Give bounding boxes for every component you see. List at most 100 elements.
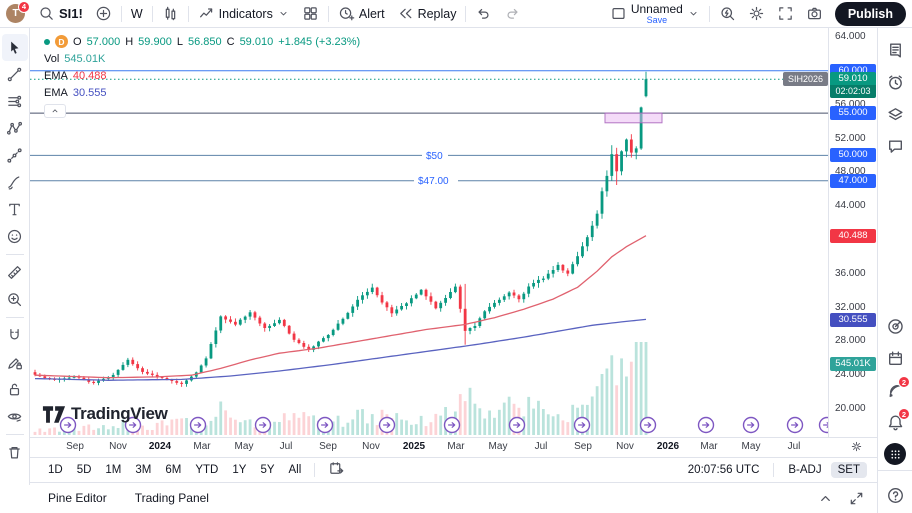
fullscreen-button[interactable] <box>771 2 800 26</box>
tool-text-tool[interactable] <box>2 196 28 223</box>
sidebar-apps-grid[interactable] <box>881 438 909 470</box>
candlestick-chart[interactable]: $50 $47.00 <box>30 28 828 437</box>
range-6m[interactable]: 6M <box>159 462 187 478</box>
sidebar-hotlist-target[interactable] <box>881 310 909 342</box>
price-tick: 48.000 <box>835 166 866 178</box>
range-bar-divider <box>314 463 316 477</box>
close-label: C <box>226 35 235 48</box>
layout-name-text: Unnamed <box>630 1 683 16</box>
tab-pine-editor[interactable]: Pine Editor <box>48 491 107 505</box>
emoji-icon <box>7 229 22 244</box>
notification-count-badge: 4 <box>18 0 30 13</box>
draw-lock-icon <box>8 358 22 370</box>
range-ytd[interactable]: YTD <box>189 462 224 478</box>
open-value: 57.000 <box>86 35 121 48</box>
undo-button[interactable] <box>469 2 498 26</box>
sidebar-calendar[interactable] <box>881 342 909 374</box>
maximize-icon[interactable] <box>848 490 865 507</box>
tool-ruler[interactable] <box>2 259 28 286</box>
tool-zoom-in[interactable] <box>2 286 28 313</box>
redo-button[interactable] <box>498 2 527 26</box>
snapshot-button[interactable] <box>800 2 829 26</box>
chevron-up-icon[interactable] <box>817 490 834 507</box>
range-all[interactable]: All <box>283 462 308 478</box>
bottom-panel-bar: Pine Editor Trading Panel <box>30 482 877 513</box>
session-button[interactable]: SET <box>830 462 867 478</box>
range-1m[interactable]: 1M <box>99 462 127 478</box>
settings-button[interactable] <box>742 2 771 26</box>
save-link[interactable]: Save <box>646 14 668 25</box>
price-level-label: 30.555 <box>830 312 876 327</box>
toolbar-divider <box>120 5 122 22</box>
time-tick: Nov <box>362 441 380 452</box>
clock-utc-button[interactable]: 20:07:56 UTC <box>681 462 767 478</box>
hotlist-target-icon <box>887 318 903 334</box>
sidebar-notifications-bell[interactable]: 2 <box>881 406 910 438</box>
range-3m[interactable]: 3M <box>129 462 157 478</box>
chart-canvas[interactable]: $50 $47.00 D O 57.000 H 59.900 L 56.850 C 59.… <box>30 28 828 437</box>
adjustment-button[interactable]: B-ADJ <box>781 462 828 478</box>
range-5d[interactable]: 5D <box>71 462 98 478</box>
lock-all-icon <box>9 383 20 396</box>
alert-clock-icon <box>339 7 355 21</box>
replay-button[interactable]: Replay <box>391 2 463 26</box>
sidebar-object-tree[interactable] <box>881 98 909 130</box>
chart-style-button[interactable] <box>156 2 185 26</box>
undo-icon <box>478 8 489 19</box>
tool-trash[interactable] <box>2 439 28 466</box>
alert-button[interactable]: Alert <box>332 2 391 26</box>
symbol-search-button[interactable]: SI1! <box>32 2 89 26</box>
sidebar-streams[interactable]: 2 <box>881 374 910 406</box>
watermark-text: TradingView <box>71 404 168 423</box>
indicators-button[interactable]: Indicators <box>192 2 296 26</box>
tool-forecast[interactable] <box>2 142 28 169</box>
price-axis[interactable]: 64.000 56.000 52.000 48.000 44.000 36.000 32.0… <box>828 28 877 437</box>
price-level-label: 50.000 <box>830 148 876 163</box>
tab-trading-panel[interactable]: Trading Panel <box>134 491 209 505</box>
tool-brush[interactable] <box>2 169 28 196</box>
sidebar-alerts-clock[interactable] <box>881 66 909 98</box>
bar-countdown: 02:02:03 <box>830 85 876 99</box>
go-to-date-button[interactable] <box>322 458 351 482</box>
tool-magnet[interactable] <box>2 322 28 349</box>
candles-icon <box>165 6 175 21</box>
apps-grid-icon <box>884 443 906 465</box>
user-menu-button[interactable]: T 4 <box>6 0 30 24</box>
top-toolbar: T 4 SI1! W Indicators <box>0 0 912 28</box>
time-tick: Sep <box>319 441 337 452</box>
magnet-icon <box>10 329 19 340</box>
layout-name: Unnamed Save <box>631 3 683 25</box>
tool-lock-all[interactable] <box>2 376 28 403</box>
tool-xabcd-pattern[interactable] <box>2 115 28 142</box>
time-axis[interactable]: Sep Nov 2024 Mar May Jul Sep Nov 2025 Mar May Jul Se… <box>30 437 877 457</box>
tool-draw-lock[interactable] <box>2 349 28 376</box>
toolbar-divider <box>5 254 24 255</box>
timeframe-button[interactable]: W <box>125 2 149 26</box>
tool-cursor[interactable] <box>1 34 28 61</box>
chevron-down-icon <box>280 11 287 16</box>
add-symbol-button[interactable] <box>89 2 118 26</box>
gear-icon <box>749 6 764 21</box>
time-axis-settings-button[interactable] <box>850 440 863 458</box>
legend-collapse-button[interactable] <box>44 104 66 118</box>
quick-search-button[interactable] <box>713 2 742 26</box>
range-5y[interactable]: 5Y <box>254 462 280 478</box>
range-1d[interactable]: 1D <box>42 462 69 478</box>
tool-emoji[interactable] <box>2 223 28 250</box>
time-tick: Sep <box>574 441 592 452</box>
tool-trend-line[interactable] <box>2 61 28 88</box>
brush-icon <box>8 176 20 190</box>
sidebar-help[interactable] <box>881 479 909 511</box>
range-1y[interactable]: 1Y <box>226 462 252 478</box>
sidebar-watchlist[interactable] <box>881 34 909 66</box>
sidebar-chat[interactable] <box>881 130 909 162</box>
tool-parallel-lines[interactable] <box>2 88 28 115</box>
layout-select-button[interactable]: Unnamed Save <box>604 2 706 26</box>
last-price-label: 59.010 02:02:03 <box>830 72 876 99</box>
low-label: L <box>176 35 183 48</box>
price-level-label: 40.488 <box>830 228 876 243</box>
indicator-templates-button[interactable] <box>296 2 325 26</box>
low-value: 56.850 <box>187 35 222 48</box>
tool-hide-drawings[interactable] <box>2 403 28 430</box>
publish-button[interactable]: Publish <box>834 1 906 26</box>
